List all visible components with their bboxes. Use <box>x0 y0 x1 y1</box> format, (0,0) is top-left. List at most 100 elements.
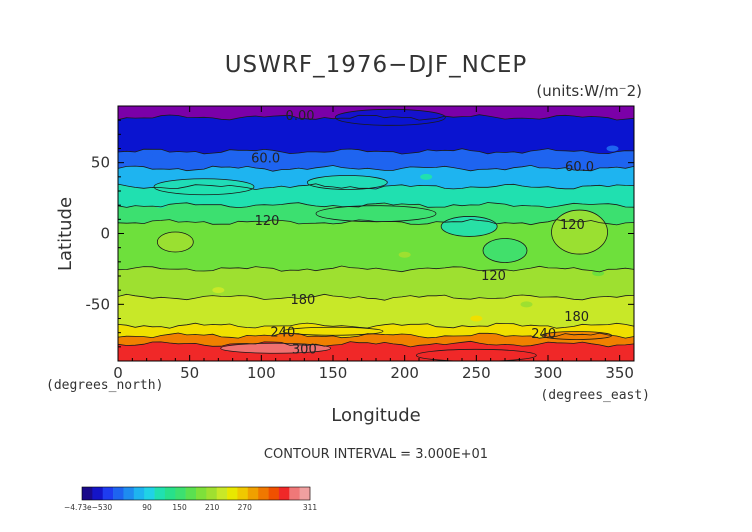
colorbar-swatch-16 <box>247 487 259 500</box>
contour-ring-1 <box>482 238 528 263</box>
colorbar-swatch-6 <box>144 487 155 500</box>
colorbar-tick-label-0: −4.73e−530 <box>64 503 112 512</box>
x-axis: 0 50 100 150 200 250 300 350 <box>113 106 634 382</box>
colorbar-tick-label-3: 210 <box>205 503 220 512</box>
contour-label-3: 120 <box>255 214 280 229</box>
contour-line-1 <box>118 114 634 121</box>
cell-7 <box>212 287 225 294</box>
colorbar-swatch-20 <box>289 487 300 500</box>
colorbar-swatch-8 <box>164 487 176 500</box>
colorbar-swatch-3 <box>113 487 124 500</box>
region-1 <box>483 238 527 263</box>
contour-interval-text: CONTOUR INTERVAL = 3.000E+01 <box>264 447 488 462</box>
contour-line-5 <box>118 202 634 209</box>
cell-10 <box>470 315 483 322</box>
contour-label-6: 180 <box>290 293 315 308</box>
region-10 <box>541 331 612 340</box>
contour-ring-8 <box>220 342 332 354</box>
colorbar-swatch-7 <box>154 487 166 500</box>
contour-label-4: 120 <box>560 218 585 233</box>
colorbar-swatch-1 <box>92 487 104 500</box>
units-label: (units:W/m⁻2) <box>536 82 642 100</box>
contour-line-7 <box>118 265 634 273</box>
colorbar-swatch-15 <box>237 487 249 500</box>
x-unit-note: (degrees_east) <box>540 388 650 403</box>
x-tick-label-2: 100 <box>247 364 276 382</box>
colorbar-swatch-19 <box>278 487 290 500</box>
contour-label-9: 240 <box>531 327 556 342</box>
colorbar-swatch-14 <box>227 487 238 500</box>
cell-12 <box>606 145 619 152</box>
contour-ring-10 <box>541 331 613 340</box>
contour-line-8 <box>118 293 634 301</box>
colorbar-swatch-21 <box>299 487 311 500</box>
colorbar: −4.73e−530 90 150 210 270 311 <box>64 486 318 512</box>
plot-area: 0.00 60.0 60.0 120 120 120 180 180 240 240 300 <box>118 106 634 361</box>
x-axis-label: Longitude <box>331 405 421 426</box>
colorbar-tick-label-2: 150 <box>172 503 187 512</box>
region-11 <box>283 327 383 336</box>
contour-label-5: 120 <box>481 269 506 284</box>
contour-ring-6 <box>306 175 388 190</box>
colorbar-swatch-17 <box>258 487 269 500</box>
y-tick-label-1: 0 <box>100 225 110 243</box>
contour-ring-9 <box>415 348 537 361</box>
cell-1 <box>248 171 261 177</box>
colorbar-tick-label-4: 270 <box>238 503 253 512</box>
cell-4 <box>298 258 311 265</box>
y-tick-label-0: 50 <box>91 154 110 172</box>
colorbar-swatch-2 <box>102 487 114 500</box>
colorbar-frame <box>81 486 311 501</box>
y-axis: 50 0 -50 <box>86 119 634 348</box>
colorbar-swatch-10 <box>185 487 197 500</box>
x-tick-label-6: 300 <box>534 364 563 382</box>
colorbar-swatch-0 <box>82 487 93 500</box>
contour-line-11 <box>118 340 634 348</box>
contour-label-0: 0.00 <box>286 109 315 124</box>
band-1 <box>118 114 634 154</box>
region-3 <box>316 205 436 222</box>
contour-ring-11 <box>282 326 384 336</box>
colorbar-tick-label-1: 90 <box>142 503 152 512</box>
contour-label-1: 60.0 <box>251 151 280 166</box>
cell-8 <box>520 301 533 308</box>
colorbar-swatch-12 <box>206 487 218 500</box>
cell-2 <box>420 173 433 180</box>
colorbar-swatch-13 <box>216 487 228 500</box>
band-8 <box>118 294 634 329</box>
colorbar-swatch-5 <box>133 487 145 500</box>
x-tick-label-1: 50 <box>180 364 199 382</box>
y-unit-note: (degrees_north) <box>46 378 163 393</box>
y-tick-label-2: -50 <box>86 295 111 313</box>
colorbar-swatch-9 <box>175 487 186 500</box>
contour-line-3 <box>118 164 634 172</box>
contour-lines <box>118 108 634 361</box>
contour-ring-2 <box>156 231 194 253</box>
contour-line-9 <box>118 322 634 329</box>
cell-5 <box>398 251 411 258</box>
contour-ring-4 <box>440 216 498 237</box>
x-tick-label-7: 350 <box>605 364 634 382</box>
band-2 <box>118 148 634 172</box>
x-tick-label-4: 200 <box>390 364 419 382</box>
region-6 <box>307 175 388 190</box>
y-axis-label: Latitude <box>55 197 76 271</box>
contour-label-8: 240 <box>270 326 295 341</box>
colorbar-tick-label-5: 311 <box>303 503 318 512</box>
cell-3 <box>542 190 554 197</box>
chart-title: USWRF_1976−DJF_NCEP <box>225 52 528 78</box>
colorbar-swatch-4 <box>123 487 135 500</box>
contour-line-4 <box>118 183 634 191</box>
x-tick-label-5: 250 <box>462 364 491 382</box>
x-tick-label-0: 0 <box>113 364 123 382</box>
band-7 <box>118 266 634 301</box>
colorbar-swatch-18 <box>268 487 280 500</box>
cell-9 <box>327 308 339 315</box>
region-2 <box>157 232 194 252</box>
colorbar-swatch-11 <box>196 487 207 500</box>
cell-11 <box>140 152 153 159</box>
contour-ring-5 <box>153 178 255 196</box>
contour-regions <box>140 109 619 361</box>
region-8 <box>220 343 331 354</box>
